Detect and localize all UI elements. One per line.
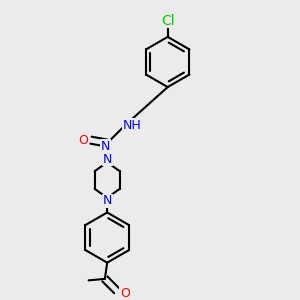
Text: N: N: [101, 140, 110, 153]
Text: O: O: [78, 134, 88, 147]
Text: N: N: [103, 153, 112, 166]
Text: O: O: [120, 286, 130, 300]
Text: N: N: [103, 194, 112, 207]
Text: NH: NH: [123, 119, 142, 132]
Text: Cl: Cl: [161, 14, 175, 28]
